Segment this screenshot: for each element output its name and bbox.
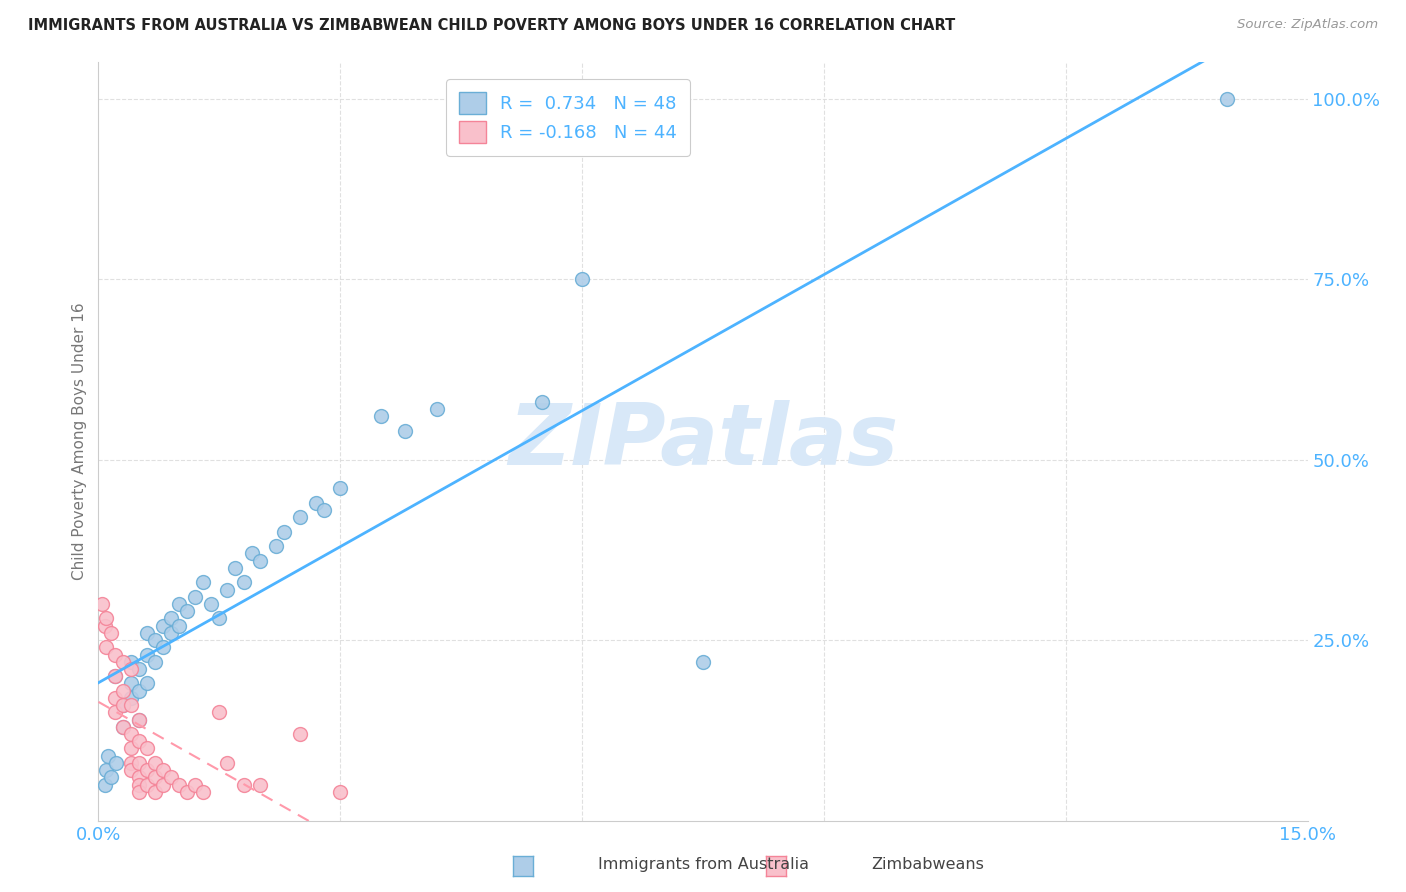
Point xyxy=(305,496,328,510)
Point xyxy=(97,748,120,763)
Point xyxy=(128,785,150,799)
Text: ZIPatlas: ZIPatlas xyxy=(508,400,898,483)
Point xyxy=(200,597,222,611)
Point xyxy=(208,706,231,720)
Point xyxy=(329,785,352,799)
Point xyxy=(152,778,174,792)
Point xyxy=(120,662,142,676)
Point xyxy=(128,756,150,770)
Point xyxy=(120,763,142,777)
Point xyxy=(143,785,166,799)
Point xyxy=(103,690,125,705)
Text: IMMIGRANTS FROM AUSTRALIA VS ZIMBABWEAN CHILD POVERTY AMONG BOYS UNDER 16 CORREL: IMMIGRANTS FROM AUSTRALIA VS ZIMBABWEAN … xyxy=(28,18,955,33)
Point xyxy=(160,626,183,640)
Point xyxy=(184,778,207,792)
Point xyxy=(96,640,118,655)
Point xyxy=(120,727,142,741)
Point xyxy=(111,698,134,712)
Point xyxy=(249,554,271,568)
Point xyxy=(111,683,134,698)
Point xyxy=(143,770,166,784)
Text: Immigrants from Australia: Immigrants from Australia xyxy=(598,857,808,872)
Point xyxy=(240,546,263,560)
Point xyxy=(135,648,157,662)
Point xyxy=(160,770,183,784)
Point xyxy=(103,706,125,720)
Point xyxy=(193,785,215,799)
Point xyxy=(103,669,125,683)
Point xyxy=(232,575,254,590)
Text: Zimbabweans: Zimbabweans xyxy=(872,857,984,872)
Point xyxy=(273,524,295,539)
Point xyxy=(208,611,231,625)
Legend: R =  0.734   N = 48, R = -0.168   N = 44: R = 0.734 N = 48, R = -0.168 N = 44 xyxy=(446,79,690,155)
Point xyxy=(264,539,287,553)
Point xyxy=(111,720,134,734)
Point xyxy=(128,770,150,784)
Point xyxy=(167,597,190,611)
Point xyxy=(96,763,118,777)
Point xyxy=(111,655,134,669)
Point xyxy=(176,604,198,618)
Point xyxy=(176,785,198,799)
Point xyxy=(249,778,271,792)
Point xyxy=(143,655,166,669)
Point xyxy=(94,618,117,632)
Point xyxy=(394,424,416,438)
Point xyxy=(329,482,352,496)
Point xyxy=(426,402,449,417)
Point xyxy=(160,611,183,625)
Point xyxy=(314,503,336,517)
Point xyxy=(100,626,122,640)
Point xyxy=(217,756,239,770)
Point xyxy=(128,734,150,748)
Point xyxy=(217,582,239,597)
Point xyxy=(111,698,134,712)
Point xyxy=(128,713,150,727)
Point xyxy=(224,561,246,575)
Point xyxy=(288,727,311,741)
Point xyxy=(370,409,392,424)
Point xyxy=(120,655,142,669)
Point xyxy=(100,770,122,784)
Point xyxy=(135,778,157,792)
Point xyxy=(120,756,142,770)
Point xyxy=(105,756,128,770)
Point xyxy=(167,778,190,792)
Point xyxy=(135,763,157,777)
Point xyxy=(571,272,593,286)
Point xyxy=(152,763,174,777)
Point xyxy=(103,648,125,662)
Point xyxy=(128,713,150,727)
Point xyxy=(120,741,142,756)
Point xyxy=(152,640,174,655)
Text: Source: ZipAtlas.com: Source: ZipAtlas.com xyxy=(1237,18,1378,31)
Point xyxy=(128,683,150,698)
Point xyxy=(692,655,714,669)
Y-axis label: Child Poverty Among Boys Under 16: Child Poverty Among Boys Under 16 xyxy=(72,302,87,581)
Point xyxy=(128,662,150,676)
Point xyxy=(120,676,142,690)
Point xyxy=(120,690,142,705)
Point xyxy=(143,633,166,648)
Point xyxy=(91,597,114,611)
Point xyxy=(167,618,190,632)
Point xyxy=(111,720,134,734)
Point xyxy=(1216,91,1239,105)
Point xyxy=(96,611,118,625)
Point xyxy=(288,510,311,524)
Point xyxy=(193,575,215,590)
Point xyxy=(94,778,117,792)
Point xyxy=(143,756,166,770)
Point xyxy=(184,590,207,604)
Point xyxy=(135,741,157,756)
Point xyxy=(530,394,553,409)
Point xyxy=(120,698,142,712)
Point xyxy=(152,618,174,632)
Point xyxy=(135,676,157,690)
Point xyxy=(103,669,125,683)
Point xyxy=(135,626,157,640)
Point xyxy=(128,778,150,792)
Point xyxy=(232,778,254,792)
